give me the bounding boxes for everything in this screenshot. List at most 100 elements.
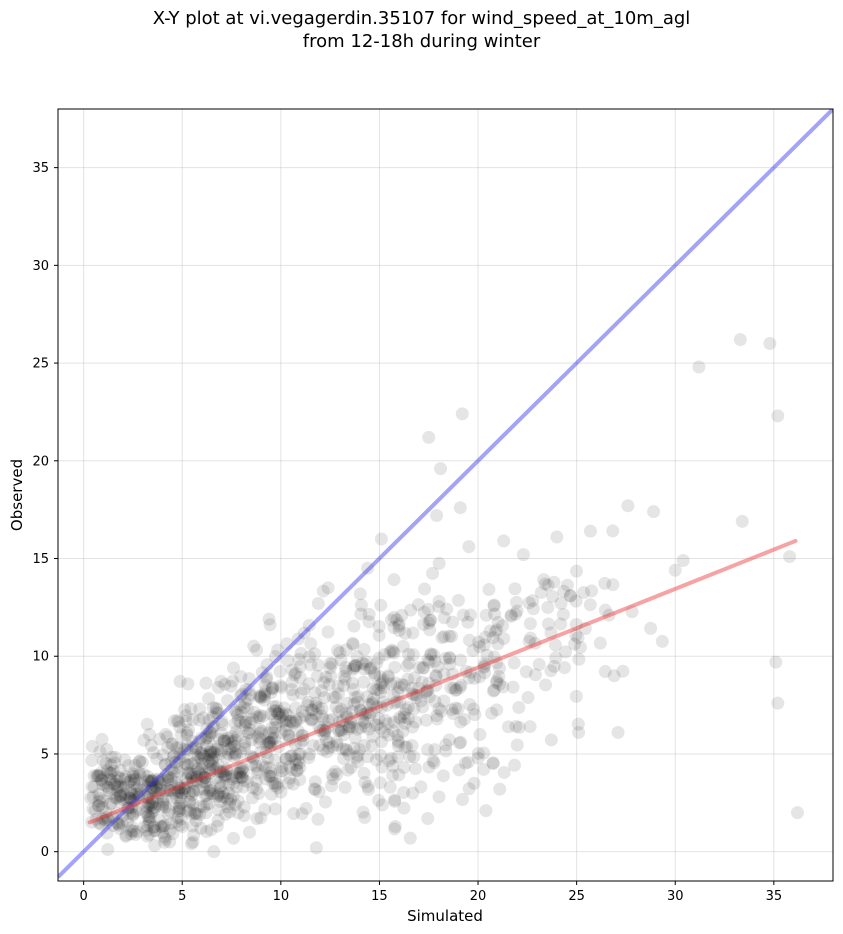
data-point bbox=[217, 734, 231, 748]
data-point bbox=[144, 798, 158, 812]
data-point bbox=[411, 598, 425, 612]
data-point bbox=[285, 683, 299, 697]
data-point bbox=[243, 716, 257, 730]
data-point bbox=[204, 746, 218, 760]
data-point bbox=[105, 750, 119, 764]
data-point bbox=[254, 690, 268, 704]
data-point bbox=[453, 681, 467, 695]
data-point bbox=[526, 594, 540, 608]
data-point bbox=[225, 729, 239, 743]
data-point bbox=[273, 664, 287, 678]
data-point bbox=[157, 819, 171, 833]
data-point bbox=[132, 780, 146, 794]
data-point bbox=[399, 703, 413, 717]
data-point bbox=[97, 814, 111, 828]
data-point bbox=[338, 672, 352, 686]
data-point bbox=[283, 759, 297, 773]
data-point bbox=[325, 779, 339, 793]
data-point bbox=[434, 462, 448, 476]
data-point bbox=[85, 780, 99, 794]
data-point bbox=[343, 716, 357, 730]
data-point bbox=[226, 661, 240, 675]
data-point bbox=[330, 767, 344, 781]
data-point bbox=[771, 409, 785, 423]
data-point bbox=[462, 633, 476, 647]
data-point bbox=[156, 793, 170, 807]
data-point bbox=[217, 733, 231, 747]
data-point bbox=[172, 799, 186, 813]
data-point bbox=[213, 781, 227, 795]
data-point bbox=[366, 729, 380, 743]
data-point bbox=[229, 725, 243, 739]
data-point bbox=[302, 747, 316, 761]
data-point bbox=[507, 656, 521, 670]
data-point bbox=[145, 774, 159, 788]
data-point bbox=[326, 740, 340, 754]
data-point bbox=[607, 669, 621, 683]
data-point bbox=[290, 764, 304, 778]
data-point bbox=[374, 748, 388, 762]
data-point bbox=[223, 797, 237, 811]
data-point bbox=[154, 783, 168, 797]
data-point bbox=[126, 808, 140, 822]
data-point bbox=[321, 625, 335, 639]
data-point bbox=[126, 769, 140, 783]
data-point bbox=[173, 746, 187, 760]
data-point bbox=[598, 603, 612, 617]
data-point bbox=[158, 758, 172, 772]
data-point bbox=[408, 762, 422, 776]
data-point bbox=[305, 713, 319, 727]
data-point bbox=[185, 770, 199, 784]
data-point bbox=[119, 828, 133, 842]
data-point bbox=[323, 656, 337, 670]
data-point bbox=[763, 337, 777, 351]
data-point bbox=[255, 724, 269, 738]
data-point bbox=[151, 791, 165, 805]
data-point bbox=[152, 786, 166, 800]
data-point bbox=[350, 650, 364, 664]
data-point bbox=[156, 826, 170, 840]
data-point bbox=[132, 766, 146, 780]
data-point bbox=[477, 660, 491, 674]
data-point bbox=[378, 713, 392, 727]
data-point bbox=[211, 739, 225, 753]
data-point bbox=[275, 681, 289, 695]
data-point bbox=[141, 819, 155, 833]
data-point bbox=[322, 741, 336, 755]
data-point bbox=[221, 747, 235, 761]
data-point bbox=[389, 676, 403, 690]
data-point bbox=[167, 749, 181, 763]
data-point bbox=[291, 724, 305, 738]
data-point bbox=[173, 804, 187, 818]
data-point bbox=[487, 683, 501, 697]
data-point bbox=[292, 756, 306, 770]
data-point bbox=[119, 829, 133, 843]
data-point bbox=[415, 675, 429, 689]
data-point bbox=[205, 752, 219, 766]
data-point bbox=[125, 820, 139, 834]
data-point bbox=[252, 711, 266, 725]
x-tick-label: 0 bbox=[79, 889, 87, 904]
data-point bbox=[240, 775, 254, 789]
data-point bbox=[225, 770, 239, 784]
data-point bbox=[486, 684, 500, 698]
data-point bbox=[288, 752, 302, 766]
data-point bbox=[101, 780, 115, 794]
data-point bbox=[316, 584, 330, 598]
data-point bbox=[364, 661, 378, 675]
data-point bbox=[175, 786, 189, 800]
data-point bbox=[265, 721, 279, 735]
data-point bbox=[224, 736, 238, 750]
data-point bbox=[165, 737, 179, 751]
data-point bbox=[141, 799, 155, 813]
data-point bbox=[204, 783, 218, 797]
data-point bbox=[385, 643, 399, 657]
data-point bbox=[329, 700, 343, 714]
data-point bbox=[137, 733, 151, 747]
data-point bbox=[348, 658, 362, 672]
data-point bbox=[192, 783, 206, 797]
data-point bbox=[585, 584, 599, 598]
data-point bbox=[271, 706, 285, 720]
data-point bbox=[237, 773, 251, 787]
data-point bbox=[203, 766, 217, 780]
